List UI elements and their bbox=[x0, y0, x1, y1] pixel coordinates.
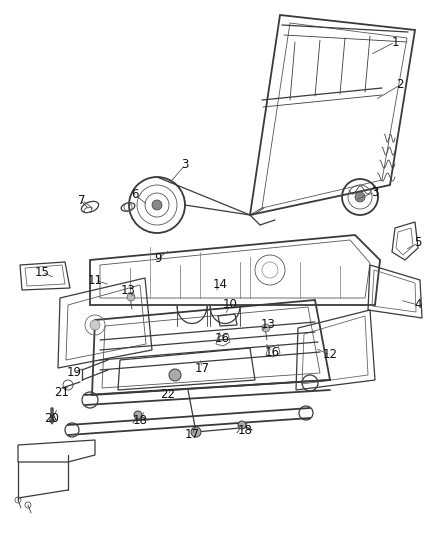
Text: 11: 11 bbox=[88, 273, 102, 287]
Circle shape bbox=[127, 293, 135, 301]
Text: 19: 19 bbox=[67, 366, 81, 378]
Text: 17: 17 bbox=[184, 429, 199, 441]
Circle shape bbox=[90, 320, 100, 330]
Text: 3: 3 bbox=[371, 185, 379, 198]
Circle shape bbox=[152, 200, 162, 210]
Circle shape bbox=[355, 192, 365, 202]
Text: 6: 6 bbox=[131, 189, 139, 201]
FancyArrow shape bbox=[49, 408, 54, 424]
Circle shape bbox=[134, 411, 142, 419]
Text: 5: 5 bbox=[414, 237, 422, 249]
Circle shape bbox=[262, 324, 270, 332]
Text: 13: 13 bbox=[261, 319, 276, 332]
Text: 12: 12 bbox=[322, 349, 338, 361]
Text: 13: 13 bbox=[120, 284, 135, 296]
Text: 18: 18 bbox=[237, 424, 252, 437]
Text: 7: 7 bbox=[78, 193, 86, 206]
Circle shape bbox=[238, 421, 246, 429]
Text: 16: 16 bbox=[215, 332, 230, 344]
Text: 16: 16 bbox=[265, 345, 279, 359]
Text: 1: 1 bbox=[391, 36, 399, 49]
Text: 18: 18 bbox=[133, 414, 148, 426]
Text: 20: 20 bbox=[45, 411, 60, 424]
Circle shape bbox=[169, 369, 181, 381]
Circle shape bbox=[191, 427, 201, 437]
Text: 14: 14 bbox=[212, 279, 227, 292]
Text: 4: 4 bbox=[414, 298, 422, 311]
Text: 17: 17 bbox=[194, 361, 209, 375]
Text: 22: 22 bbox=[160, 389, 176, 401]
Text: 9: 9 bbox=[154, 252, 162, 264]
Text: 2: 2 bbox=[396, 78, 404, 92]
Text: 21: 21 bbox=[54, 385, 70, 399]
Text: 3: 3 bbox=[181, 158, 189, 172]
Text: 10: 10 bbox=[223, 298, 237, 311]
Text: 15: 15 bbox=[35, 265, 49, 279]
